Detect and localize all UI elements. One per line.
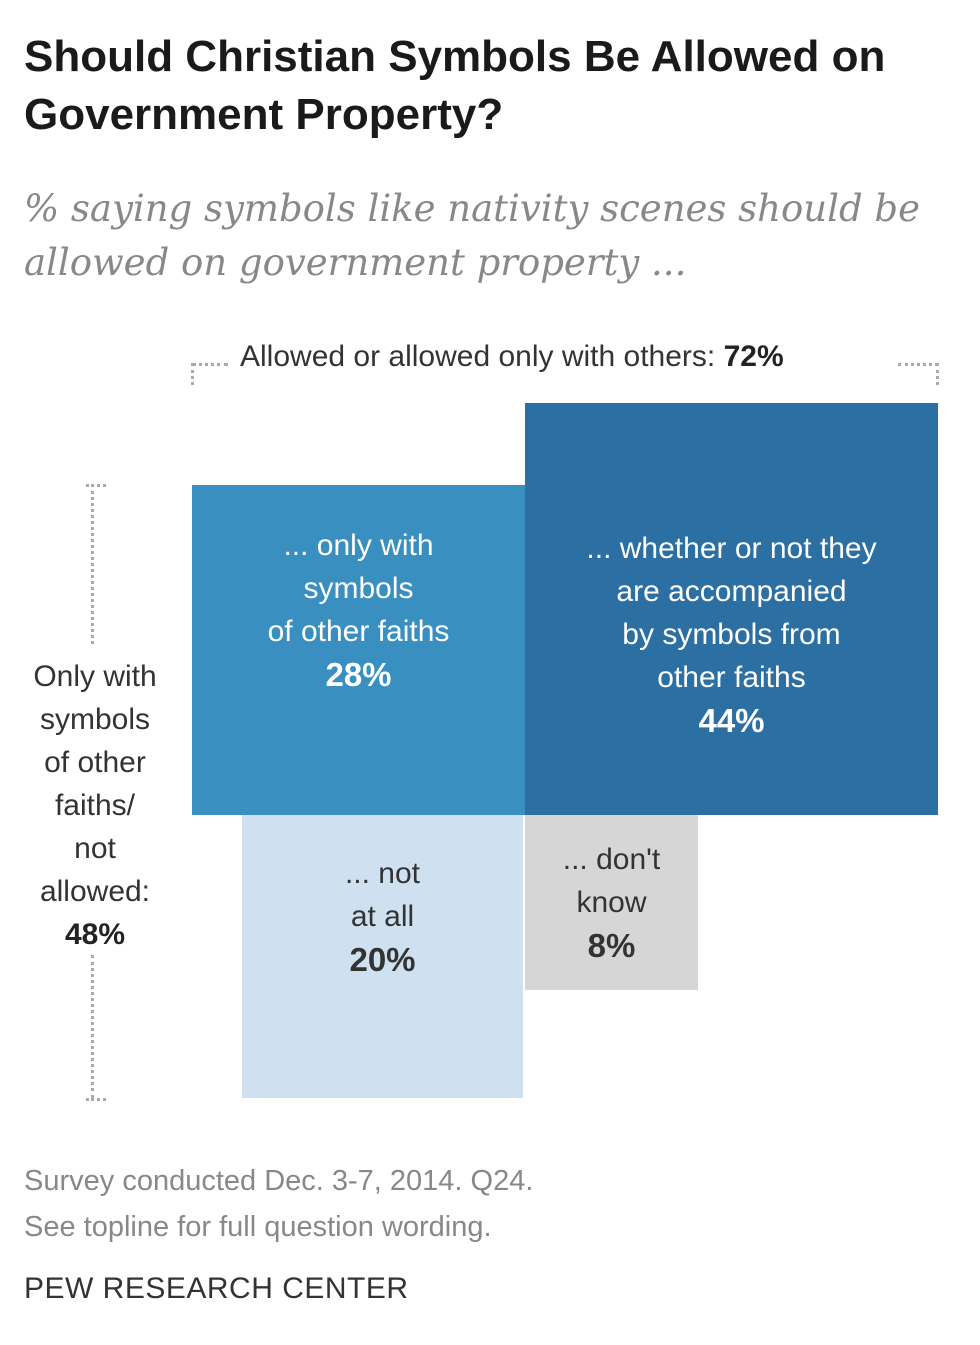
footer-notes: Survey conducted Dec. 3-7, 2014. Q24. Se… <box>24 1158 533 1250</box>
top-bracket-left-tick <box>191 363 194 385</box>
segment-label-line: symbols <box>303 572 414 605</box>
segment-value-label: 44% <box>698 701 765 739</box>
side-group-text-line: faiths/ <box>54 789 136 822</box>
side-group-text-line: Only with <box>33 660 157 693</box>
segment-whether-or-not: ... whether or not they are accompanied by… <box>525 403 938 815</box>
top-bracket-right-tick <box>936 363 939 385</box>
chart-title: Should Christian Symbols Be Allowed on G… <box>24 32 886 139</box>
top-bracket-right <box>898 363 938 366</box>
source-brand: PEW RESEARCH CENTER <box>24 1272 409 1305</box>
segment-value-label: 28% <box>325 656 392 693</box>
top-group-label: Allowed or allowed only with others: 72% <box>240 340 784 374</box>
segment-value-label: 8% <box>587 927 636 964</box>
segment-only-with-others: ... only with symbols of other faiths 28% <box>192 485 525 815</box>
segment-value-label: 20% <box>349 941 416 978</box>
segment-label-line: other faiths <box>657 660 806 694</box>
side-bracket-top <box>91 484 94 644</box>
footer-note-topline: See topline for full question wording. <box>24 1211 492 1243</box>
top-bracket-left <box>192 363 228 366</box>
chart-subtitle: % saying symbols like nativity scenes sh… <box>24 187 920 284</box>
side-group-text-line: symbols <box>39 703 151 736</box>
side-group-text-line: not <box>74 832 116 865</box>
side-group-text-line: of other <box>44 746 146 779</box>
side-bracket-bottom-tick <box>86 1098 106 1101</box>
segment-label-line: of other faiths <box>267 615 450 648</box>
segment-label-line: ... not <box>344 857 421 890</box>
side-group-text-line: allowed: <box>39 875 151 908</box>
side-group-label: Only with symbols of other faiths/not allowe… <box>10 655 180 956</box>
segment-label-line: know <box>576 886 647 919</box>
segment-label-line: are accompanied <box>616 574 847 608</box>
segment-label-line: ... whether or not they <box>586 531 877 565</box>
top-group-value: 72% <box>723 340 784 373</box>
side-bracket-top-tick <box>86 484 106 487</box>
segment-dont-know: ... don't know 8% <box>525 815 698 990</box>
footer-note-survey: Survey conducted Dec. 3-7, 2014. Q24. <box>24 1165 534 1197</box>
segment-label-line: ... only with <box>283 529 434 562</box>
side-group-value: 48% <box>64 918 126 951</box>
segment-not-at-all: ... not at all 20% <box>242 815 523 1098</box>
side-bracket-bottom <box>91 955 94 1098</box>
segment-label-line: by symbols from <box>622 617 841 651</box>
top-group-text: Allowed or allowed only with others: <box>240 340 724 373</box>
segment-label-line: at all <box>350 900 415 933</box>
segment-label-line: ... don't <box>562 843 661 876</box>
